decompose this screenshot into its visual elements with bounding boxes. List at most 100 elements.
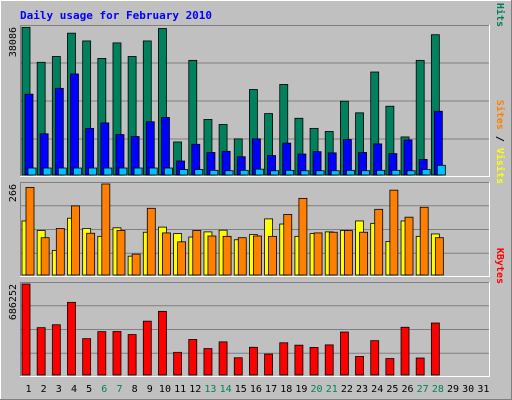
- x-tick-label-day-25: 25: [386, 384, 398, 395]
- x-axis-day-labels: 1 2 3 4 5 6 7 8 9 10 11 12 13 14 15 16 17 18 19 20 21 22 23 24 2…: [25, 384, 489, 395]
- legend-part: KBytes: [494, 248, 505, 284]
- bar-pages-day-24: [376, 169, 386, 176]
- bar-pages-day-13: [209, 169, 219, 176]
- bar-pages-day-5: [88, 167, 98, 176]
- bar-kbytes-day-8: [127, 334, 137, 376]
- panel-hits-files-pages: 38086 Pages / Files / Hits: [8, 0, 506, 177]
- bar-kbytes-day-25: [385, 358, 395, 376]
- bar-kbytes-day-15: [233, 357, 243, 376]
- bar-kbytes-day-12: [188, 339, 198, 376]
- bar-sites-day-28: [434, 237, 444, 276]
- bar-kbytes-day-10: [158, 310, 167, 376]
- x-tick-label-day-30: 30: [462, 384, 474, 395]
- bar-sites-day-15: [237, 237, 247, 276]
- x-tick-label-day-17: 17: [265, 384, 277, 395]
- panel-visits-sites: 266 Sites / Visits: [8, 100, 506, 277]
- bar-files-day-6: [100, 122, 110, 176]
- chart-panels: 38086 Pages / Files / Hits 266 Sites / Visi…: [8, 0, 506, 377]
- x-tick-label-day-27: 27: [417, 384, 429, 395]
- bar-files-day-1: [24, 93, 34, 176]
- bar-sites-day-8: [131, 253, 141, 276]
- bar-pages-day-20: [315, 170, 325, 176]
- bar-kbytes-day-23: [355, 356, 364, 376]
- bar-sites-day-9: [146, 207, 156, 276]
- panel-kbytes: 686252 KBytes: [8, 248, 505, 377]
- bar-sites-day-11: [177, 241, 187, 276]
- bar-pages-day-14: [224, 170, 234, 176]
- bar-sites-day-20: [313, 232, 323, 276]
- bar-files-day-4: [70, 73, 79, 176]
- bar-sites-day-26: [404, 216, 414, 276]
- bar-pages-day-12: [194, 169, 204, 176]
- chart-title: Daily usage for February 2010: [20, 9, 212, 22]
- bar-files-day-3: [54, 87, 64, 176]
- x-tick-label-day-18: 18: [280, 384, 292, 395]
- bar-sites-day-21: [328, 231, 338, 276]
- bar-kbytes-day-7: [112, 331, 122, 376]
- legend-part: Sites: [494, 100, 506, 130]
- x-tick-label-day-7: 7: [116, 384, 122, 395]
- bar-pages-day-7: [118, 167, 128, 176]
- bar-pages-day-21: [330, 170, 340, 176]
- bar-pages-day-16: [255, 168, 264, 176]
- bar-pages-day-10: [164, 167, 173, 176]
- bar-pages-day-28: [436, 164, 446, 176]
- bar-kbytes-day-22: [339, 331, 349, 376]
- bar-pages-day-17: [270, 170, 279, 176]
- x-tick-label-day-3: 3: [56, 384, 62, 395]
- x-tick-label-day-19: 19: [295, 384, 307, 395]
- bar-sites-day-1: [25, 187, 35, 276]
- bar-pages-day-11: [179, 169, 189, 176]
- bar-pages-day-2: [42, 167, 52, 176]
- bar-sites-day-12: [192, 230, 202, 276]
- bar-sites-day-3: [55, 228, 65, 276]
- bar-kbytes-day-2: [36, 327, 46, 376]
- bar-pages-day-23: [361, 170, 370, 176]
- bar-pages-day-1: [27, 167, 37, 176]
- legend-part: Visits: [494, 148, 506, 184]
- bar-pages-day-18: [285, 169, 295, 176]
- bar-pages-day-25: [391, 169, 401, 176]
- bar-sites-day-13: [207, 235, 217, 276]
- bar-kbytes-day-16: [249, 346, 258, 376]
- bar-kbytes-day-6: [97, 331, 107, 376]
- bar-kbytes-day-13: [203, 348, 213, 376]
- bar-sites-day-19: [298, 197, 308, 276]
- y-axis-max-label: 686252: [8, 284, 19, 320]
- x-tick-label-day-26: 26: [402, 384, 414, 395]
- bar-sites-day-22: [343, 230, 353, 276]
- bar-kbytes-day-19: [294, 344, 304, 376]
- x-tick-label-day-23: 23: [356, 384, 368, 395]
- bar-sites-day-25: [389, 189, 399, 276]
- legend-part: /: [494, 0, 505, 3]
- x-tick-label-day-22: 22: [341, 384, 353, 395]
- x-tick-label-day-9: 9: [147, 384, 153, 395]
- x-tick-label-day-15: 15: [235, 384, 247, 395]
- bar-sites-day-6: [101, 183, 111, 276]
- x-tick-label-day-13: 13: [204, 384, 216, 395]
- bar-kbytes-day-27: [415, 357, 425, 376]
- y-axis-max-label: 38086: [8, 27, 19, 57]
- x-tick-label-day-5: 5: [86, 384, 92, 395]
- bar-kbytes-day-9: [142, 320, 152, 376]
- bar-pages-day-4: [73, 167, 82, 176]
- bar-sites-day-17: [268, 235, 277, 276]
- x-tick-label-day-2: 2: [41, 384, 47, 395]
- bar-kbytes-day-14: [218, 341, 228, 376]
- legend-part: /: [494, 130, 505, 148]
- bar-files-day-22: [342, 139, 352, 176]
- bar-kbytes-day-21: [324, 344, 334, 376]
- x-tick-label-day-11: 11: [174, 384, 186, 395]
- bar-sites-day-24: [374, 208, 384, 276]
- bar-kbytes-day-5: [82, 338, 92, 376]
- x-tick-label-day-6: 6: [101, 384, 107, 395]
- y-axis-max-label: 266: [8, 184, 19, 202]
- bar-kbytes-day-18: [279, 342, 289, 376]
- bar-sites-day-7: [116, 230, 126, 276]
- bar-kbytes-day-1: [21, 283, 31, 376]
- x-tick-label-day-8: 8: [132, 384, 138, 395]
- bar-files-day-10: [161, 117, 170, 176]
- bar-sites-day-2: [40, 237, 50, 276]
- bar-pages-day-6: [103, 167, 113, 176]
